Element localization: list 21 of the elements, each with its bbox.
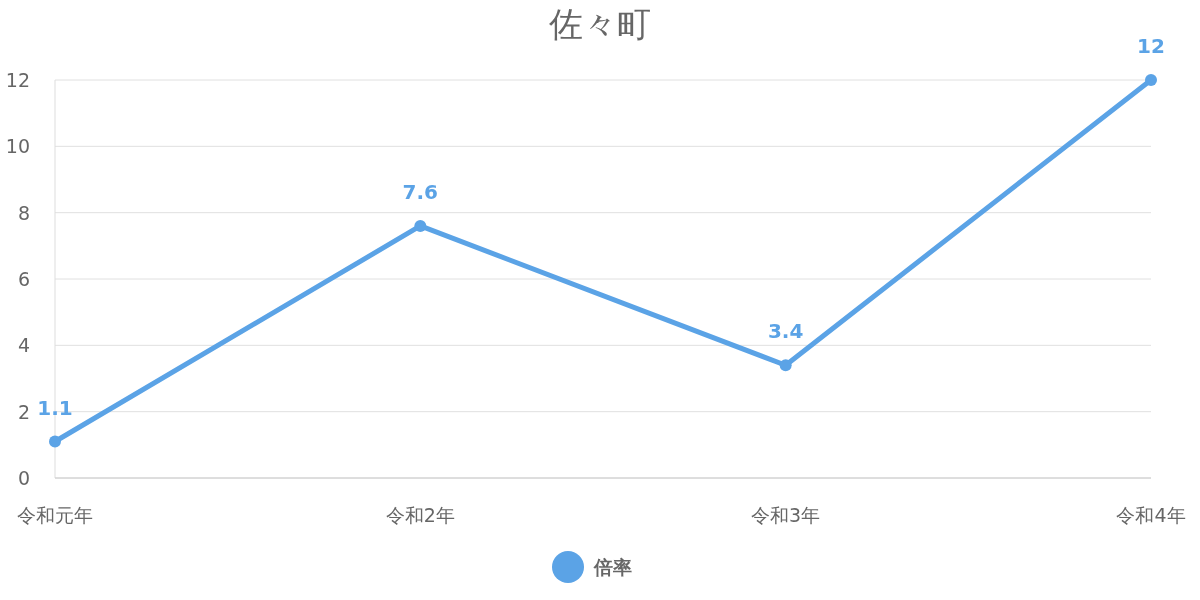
point [49,435,61,448]
y-tick-label: 0 [17,467,30,489]
legend-label: 倍率 [593,556,632,578]
data-label: 7.6 [402,179,439,204]
point [779,359,792,372]
y-tick-label: 2 [17,400,30,423]
point [1145,74,1157,86]
data-label: 1.1 [37,395,73,420]
y-tick-label: 12 [5,69,30,91]
x-tick-label: 令和元年 [17,504,93,526]
x-tick-label: 令和4年 [1116,504,1186,526]
data-label: 3.4 [767,319,804,344]
x-tick-label: 令和3年 [751,504,821,526]
y-tick-label: 8 [17,201,30,224]
point [414,219,427,232]
y-tick-label: 4 [17,334,30,357]
data-label: 12 [1137,34,1165,58]
x-tick-label: 令和2年 [385,504,455,526]
chart-title: 佐々町 [549,4,651,44]
y-tick-label: 10 [5,135,30,158]
y-tick-label: 6 [17,268,30,290]
